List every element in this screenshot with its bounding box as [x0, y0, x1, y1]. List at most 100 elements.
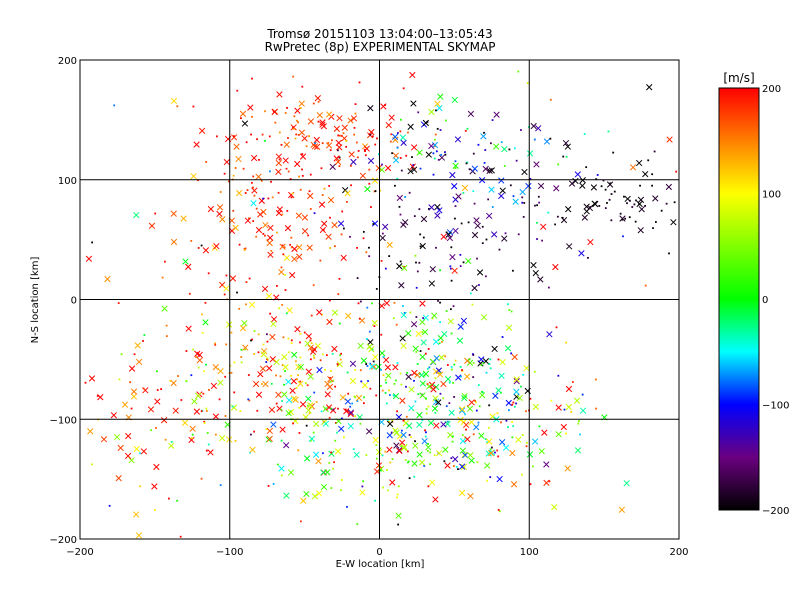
data-point-cross — [375, 165, 382, 172]
data-point-dot — [511, 403, 514, 406]
data-point-dot — [476, 257, 478, 260]
data-point-cross — [399, 397, 406, 404]
data-point-dot — [329, 216, 331, 219]
data-point-cross — [498, 192, 505, 200]
data-point-dot — [280, 474, 283, 477]
data-point-dot — [251, 338, 254, 341]
data-point-dot — [379, 469, 382, 472]
data-point-dot — [281, 244, 284, 247]
y-tick-label: 0 — [71, 296, 77, 307]
data-point-dot — [491, 206, 494, 208]
data-point-dot — [276, 463, 279, 466]
data-point-dot — [309, 358, 312, 361]
data-point-cross — [665, 183, 673, 191]
data-point-dot — [416, 363, 419, 365]
data-point-cross — [133, 445, 140, 453]
data-point-dot — [511, 421, 514, 423]
data-point-dot — [374, 143, 377, 146]
data-point-dot — [403, 266, 406, 268]
data-point-dot — [320, 167, 323, 170]
data-point-cross — [267, 224, 274, 231]
data-point-dot — [388, 255, 391, 257]
data-point-dot — [351, 402, 354, 405]
data-point-cross — [541, 429, 548, 436]
data-point-cross — [296, 244, 303, 251]
data-point-dot — [266, 357, 269, 360]
data-point-dot — [489, 476, 492, 479]
data-point-dot — [454, 205, 457, 207]
data-point-dot — [557, 163, 560, 166]
data-point-cross — [432, 395, 439, 402]
data-point-dot — [536, 238, 538, 240]
data-point-cross — [275, 159, 282, 167]
data-point-cross — [350, 115, 358, 122]
data-point-cross — [491, 345, 498, 353]
data-point-dot — [367, 380, 369, 382]
data-point-dot — [297, 449, 300, 452]
data-point-dot — [513, 147, 516, 150]
data-point-cross — [555, 404, 562, 411]
data-point-dot — [265, 333, 268, 336]
data-point-dot — [515, 402, 517, 405]
data-point-cross — [189, 425, 196, 432]
data-point-cross — [438, 154, 446, 161]
data-point-dot — [245, 141, 248, 144]
data-point-cross — [276, 206, 284, 213]
data-point-cross — [236, 189, 243, 197]
data-point-cross — [467, 110, 475, 118]
data-point-dot — [446, 364, 449, 366]
data-point-dot — [243, 247, 246, 250]
data-point-dot — [281, 400, 284, 402]
data-point-dot — [155, 426, 157, 429]
data-point-cross — [160, 417, 168, 424]
data-point-dot — [490, 142, 492, 145]
data-point-dot — [296, 378, 298, 381]
data-point-dot — [476, 461, 479, 464]
data-point-dot — [270, 382, 273, 385]
data-point-cross — [493, 111, 500, 118]
data-point-dot — [225, 274, 228, 277]
data-point-dot — [471, 303, 474, 306]
data-point-cross — [468, 399, 475, 406]
data-point-cross — [217, 379, 224, 386]
data-point-dot — [238, 243, 241, 246]
data-point-cross — [269, 333, 276, 341]
data-point-cross — [468, 418, 475, 426]
data-point-dot — [356, 156, 359, 159]
data-point-cross — [486, 212, 493, 220]
data-point-dot — [204, 301, 207, 304]
data-point-cross — [349, 360, 357, 367]
data-point-cross — [230, 404, 238, 411]
data-point-dot — [310, 439, 312, 442]
data-point-dot — [385, 469, 388, 471]
data-point-dot — [602, 179, 605, 182]
data-point-dot — [401, 429, 403, 432]
data-point-dot — [466, 161, 469, 164]
data-point-dot — [252, 220, 255, 222]
data-point-dot — [404, 196, 407, 198]
data-point-dot — [665, 202, 668, 205]
data-point-cross — [409, 71, 416, 79]
data-point-cross — [440, 233, 447, 240]
data-point-dot — [236, 89, 239, 92]
data-point-dot — [587, 256, 589, 259]
data-point-cross — [467, 492, 474, 500]
data-point-dot — [338, 165, 341, 168]
data-point-dot — [200, 313, 203, 316]
data-point-dot — [129, 381, 132, 384]
data-point-dot — [142, 387, 145, 390]
data-point-cross — [359, 489, 366, 496]
data-point-cross — [230, 134, 238, 141]
data-point-dot — [356, 523, 359, 526]
data-point-cross — [583, 203, 590, 210]
data-point-dot — [298, 406, 301, 409]
data-point-dot — [334, 245, 336, 248]
data-point-dot — [469, 292, 472, 295]
data-point-dot — [429, 451, 432, 454]
data-point-dot — [382, 374, 385, 377]
data-point-dot — [548, 480, 551, 483]
data-point-dot — [462, 261, 465, 264]
data-point-dot — [406, 371, 409, 374]
data-point-dot — [444, 153, 447, 156]
data-point-dot — [481, 225, 484, 228]
